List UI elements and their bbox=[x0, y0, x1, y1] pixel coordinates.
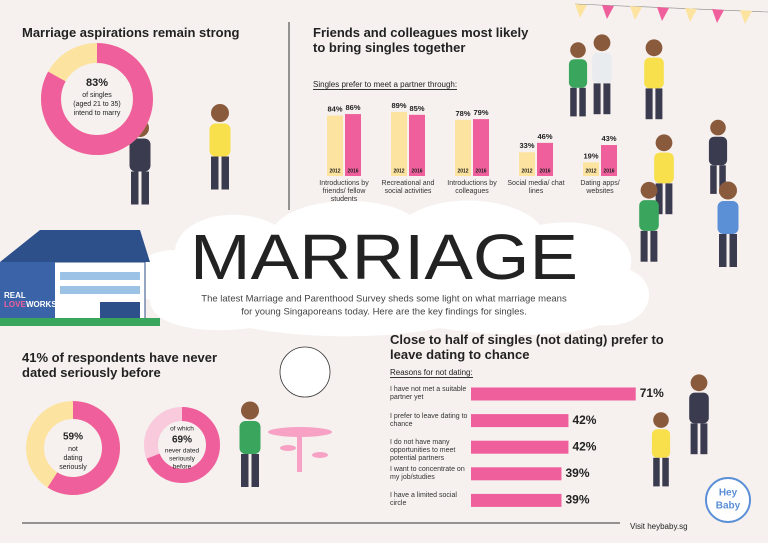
bar bbox=[327, 115, 343, 176]
section-title: Friends and colleagues most likely to br… bbox=[313, 25, 529, 55]
legend-label: 2012 bbox=[329, 168, 340, 174]
donut-caption: never dated bbox=[165, 448, 200, 455]
value-label: 46% bbox=[537, 132, 552, 141]
value-label: 79% bbox=[473, 108, 488, 117]
value-label: 78% bbox=[455, 109, 470, 118]
intro: for young Singaporeans today. Here are t… bbox=[241, 307, 527, 318]
subtitle: Singles prefer to meet a partner through… bbox=[313, 80, 458, 90]
donut-segment bbox=[26, 401, 120, 495]
donut-segment bbox=[144, 407, 220, 483]
bar bbox=[473, 119, 489, 176]
donut-segment bbox=[41, 43, 153, 155]
donut-caption: seriously bbox=[169, 456, 195, 463]
person bbox=[717, 181, 739, 267]
person bbox=[239, 401, 261, 487]
bar bbox=[471, 493, 562, 507]
donut-note: of which bbox=[170, 426, 194, 433]
bar bbox=[471, 440, 569, 454]
thought-bubble bbox=[279, 346, 331, 398]
y-tick-label: I prefer to leave dating to chance bbox=[390, 412, 468, 428]
bar bbox=[345, 114, 361, 176]
person bbox=[568, 42, 588, 117]
legend-label: 2012 bbox=[393, 168, 404, 174]
subtitle: Reasons for not dating: bbox=[390, 368, 473, 378]
person bbox=[639, 181, 659, 262]
bunting bbox=[574, 3, 768, 24]
logo: Hey bbox=[719, 488, 738, 499]
legend-label: 2012 bbox=[457, 168, 468, 174]
value-label: 59% bbox=[63, 432, 83, 443]
x-tick-label: Social media/ chat lines bbox=[507, 180, 565, 195]
legend-label: 2016 bbox=[411, 168, 422, 174]
value-label: 89% bbox=[391, 101, 406, 110]
house bbox=[0, 230, 160, 326]
value-label: 39% bbox=[565, 493, 589, 507]
value-label: 43% bbox=[601, 134, 616, 143]
y-tick-label: I have not met a suitable partner yet bbox=[390, 386, 467, 401]
value-label: 19% bbox=[583, 151, 598, 160]
y-tick-label: I have a limited social circle bbox=[390, 492, 457, 508]
x-tick-label: Introductions by colleagues bbox=[447, 180, 497, 195]
y-tick-label: I want to concentrate on my job/studies bbox=[390, 465, 465, 481]
value-label: 69% bbox=[172, 435, 192, 446]
bar bbox=[455, 119, 471, 176]
value-label: 71% bbox=[640, 386, 664, 400]
bar bbox=[537, 142, 553, 176]
legend-label: 2012 bbox=[521, 168, 532, 174]
value-label: 86% bbox=[345, 103, 360, 112]
value-label: 83% bbox=[86, 77, 108, 89]
cloud bbox=[132, 200, 650, 337]
bar bbox=[519, 152, 535, 176]
x-tick-label: Dating apps/ websites bbox=[580, 180, 620, 195]
donut-caption: seriously bbox=[59, 464, 87, 471]
legend-label: 2016 bbox=[347, 168, 358, 174]
legend-label: 2012 bbox=[585, 168, 596, 174]
bar bbox=[583, 162, 599, 176]
logo-badge bbox=[705, 477, 751, 523]
legend-label: 2016 bbox=[603, 168, 614, 174]
bar bbox=[409, 114, 425, 176]
value-label: 39% bbox=[565, 466, 589, 480]
headline: MARRIAGE bbox=[190, 221, 578, 293]
house-sign: REAL bbox=[4, 291, 26, 300]
person bbox=[209, 104, 231, 190]
x-tick-label: Recreational and social activities bbox=[381, 180, 435, 195]
legend-label: 2016 bbox=[475, 168, 486, 174]
donut-caption: before bbox=[173, 464, 192, 471]
value-label: 42% bbox=[572, 439, 596, 453]
value-label: 85% bbox=[409, 104, 424, 113]
section-title: Close to half of singles (not dating) pr… bbox=[390, 332, 664, 362]
legend-label: 2016 bbox=[539, 168, 550, 174]
bar bbox=[471, 467, 562, 481]
value-label: 84% bbox=[327, 105, 342, 114]
donut-caption: (aged 21 to 35) bbox=[73, 101, 120, 108]
donut-caption: dating bbox=[63, 455, 82, 462]
donut-caption: of singles bbox=[82, 92, 112, 99]
y-tick-label: I do not have many opportunities to meet… bbox=[390, 439, 456, 463]
footer: Visit heybaby.sg bbox=[630, 522, 688, 531]
intro: The latest Marriage and Parenthood Surve… bbox=[201, 294, 567, 305]
value-label: 33% bbox=[519, 141, 534, 150]
person bbox=[689, 374, 709, 455]
bar bbox=[391, 111, 407, 176]
bar bbox=[471, 414, 569, 428]
person bbox=[592, 34, 612, 115]
bar bbox=[471, 387, 636, 401]
x-tick-label: Introductions by friends/ fellow student… bbox=[319, 180, 369, 203]
person bbox=[644, 39, 664, 120]
logo: Baby bbox=[716, 501, 741, 512]
person bbox=[651, 412, 671, 487]
value-label: 42% bbox=[572, 413, 596, 427]
donut-caption: not bbox=[68, 446, 78, 453]
house-sign: LOVE bbox=[4, 300, 26, 309]
section-title: 41% of respondents have never dated seri… bbox=[22, 350, 218, 380]
bar bbox=[601, 145, 617, 176]
cafe-table bbox=[268, 427, 332, 472]
house-sign: WORKS bbox=[26, 300, 57, 309]
section-title: Marriage aspirations remain strong bbox=[22, 25, 240, 40]
donut-caption: intend to marry bbox=[74, 110, 121, 117]
